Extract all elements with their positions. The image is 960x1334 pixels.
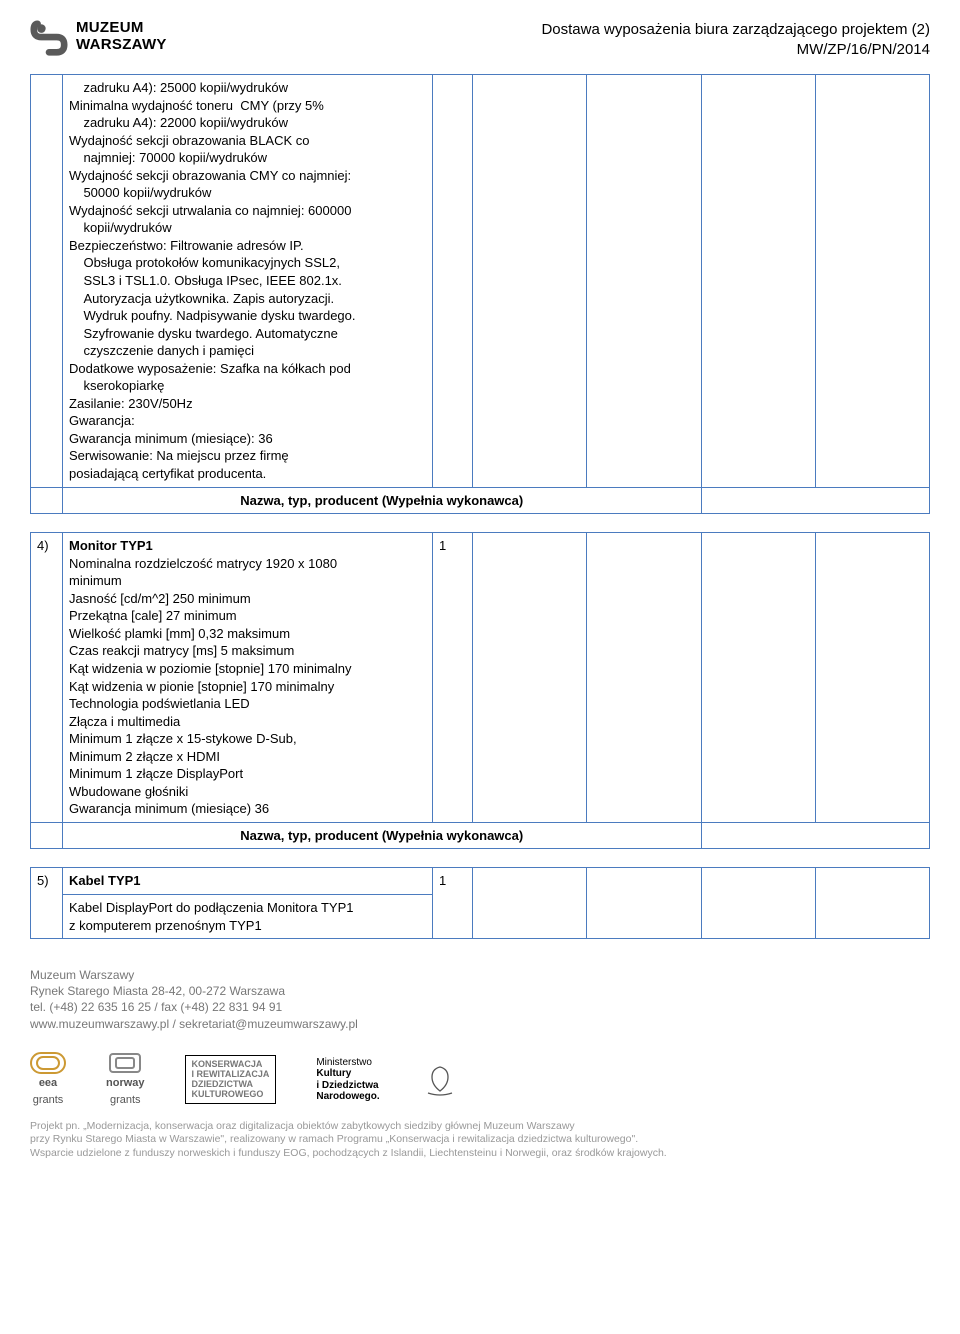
table-row: 5) Kabel TYP1 1 bbox=[31, 868, 930, 895]
min-l3: i Dziedzictwa bbox=[316, 1080, 379, 1092]
spacer bbox=[30, 849, 930, 867]
spec-table-3: zadruku A4): 25000 kopii/wydruków Minima… bbox=[30, 74, 930, 514]
row-desc-cell: Kabel DisplayPort do podłączenia Monitor… bbox=[63, 894, 433, 938]
table-row: zadruku A4): 25000 kopii/wydruków Minima… bbox=[31, 75, 930, 488]
row-title-cell: Kabel TYP1 bbox=[63, 868, 433, 895]
row-num-cell: 5) bbox=[31, 868, 63, 939]
blank-cell bbox=[587, 868, 701, 939]
logo-line2: WARSZAWY bbox=[76, 37, 167, 54]
blank-cell bbox=[473, 75, 587, 488]
blank-cell bbox=[587, 533, 701, 823]
row-desc-cell: Monitor TYP1 Nominalna rozdzielczość mat… bbox=[63, 533, 433, 823]
blank-cell bbox=[815, 75, 929, 488]
logo-text: MUZEUM WARSZAWY bbox=[76, 20, 167, 53]
footer-smallprint: Projekt pn. „Modernizacja, konserwacja o… bbox=[30, 1120, 930, 1161]
logo-line1: MUZEUM bbox=[76, 20, 167, 37]
spec-table-5: 5) Kabel TYP1 1 Kabel DisplayPort do pod… bbox=[30, 867, 930, 939]
eea-text1: eea bbox=[39, 1076, 57, 1091]
producer-row: Nazwa, typ, producent (Wypełnia wykonawc… bbox=[31, 487, 930, 514]
blank-cell bbox=[473, 533, 587, 823]
spec-table-4: 4) Monitor TYP1 Nominalna rozdzielczość … bbox=[30, 532, 930, 849]
blank-cell bbox=[815, 868, 929, 939]
mermaid-icon bbox=[420, 1063, 460, 1097]
row-desc: Nominalna rozdzielczość matrycy 1920 x 1… bbox=[69, 556, 352, 817]
blank-cell bbox=[815, 533, 929, 823]
norway-grants-logo: norway grants bbox=[106, 1052, 145, 1108]
logo-block: MUZEUM WARSZAWY bbox=[30, 20, 167, 58]
norway-text1: norway bbox=[106, 1076, 145, 1091]
doc-title: Dostawa wyposażenia biura zarządzającego… bbox=[541, 20, 930, 59]
row-desc-cell: zadruku A4): 25000 kopii/wydruków Minima… bbox=[63, 75, 433, 488]
row-title: Monitor TYP1 bbox=[69, 538, 153, 553]
producer-input[interactable] bbox=[701, 487, 930, 514]
blank-cell bbox=[473, 868, 587, 939]
min-l4: Narodowego. bbox=[316, 1091, 379, 1102]
producer-label: Nazwa, typ, producent (Wypełnia wykonawc… bbox=[63, 487, 702, 514]
row-title: Kabel TYP1 bbox=[69, 873, 141, 888]
konserwacja-logo: KONSERWACJA I REWITALIZACJA DZIEDZICTWA … bbox=[185, 1055, 277, 1105]
blank-cell bbox=[701, 868, 815, 939]
producer-input[interactable] bbox=[701, 822, 930, 849]
doc-title-line1: Dostawa wyposażenia biura zarządzającego… bbox=[541, 20, 930, 40]
page-footer: Muzeum Warszawy Rynek Starego Miasta 28-… bbox=[30, 967, 930, 1160]
footer-tel: tel. (+48) 22 635 16 25 / fax (+48) 22 8… bbox=[30, 999, 930, 1015]
kons-l4: KULTUROWEGO bbox=[192, 1090, 270, 1100]
footer-logos-row: eea grants norway grants KONSERWACJA I R… bbox=[30, 1052, 930, 1108]
producer-label: Nazwa, typ, producent (Wypełnia wykonawc… bbox=[63, 822, 702, 849]
row-qty-cell: 1 bbox=[433, 868, 473, 939]
doc-title-line2: MW/ZP/16/PN/2014 bbox=[541, 40, 930, 60]
blank-cell bbox=[701, 75, 815, 488]
museum-logo-icon bbox=[30, 20, 68, 58]
footer-web: www.muzeumwarszawy.pl / sekretariat@muze… bbox=[30, 1016, 930, 1032]
producer-row: Nazwa, typ, producent (Wypełnia wykonawc… bbox=[31, 822, 930, 849]
zakochaj-logo bbox=[420, 1063, 460, 1097]
min-l1: Ministerstwo bbox=[316, 1057, 379, 1069]
page-header: MUZEUM WARSZAWY Dostawa wyposażenia biur… bbox=[30, 20, 930, 59]
row-num-cell: 4) bbox=[31, 533, 63, 823]
row-num-cell bbox=[31, 75, 63, 488]
blank-cell bbox=[701, 533, 815, 823]
eea-text2: grants bbox=[33, 1093, 64, 1108]
min-l2: Kultury bbox=[316, 1068, 379, 1080]
blank-cell bbox=[31, 487, 63, 514]
footer-org: Muzeum Warszawy bbox=[30, 967, 930, 983]
eea-grants-logo: eea grants bbox=[30, 1052, 66, 1108]
footer-addr: Rynek Starego Miasta 28-42, 00-272 Warsz… bbox=[30, 983, 930, 999]
row-qty-cell bbox=[433, 75, 473, 488]
blank-cell bbox=[587, 75, 701, 488]
row-qty-cell: 1 bbox=[433, 533, 473, 823]
spacer bbox=[30, 514, 930, 532]
row-desc: Kabel DisplayPort do podłączenia Monitor… bbox=[69, 900, 353, 933]
blank-cell bbox=[31, 822, 63, 849]
norway-icon bbox=[107, 1052, 143, 1074]
norway-text2: grants bbox=[110, 1093, 141, 1108]
eea-icon bbox=[30, 1052, 66, 1074]
table-row: 4) Monitor TYP1 Nominalna rozdzielczość … bbox=[31, 533, 930, 823]
ministerstwo-logo: Ministerstwo Kultury i Dziedzictwa Narod… bbox=[316, 1057, 379, 1103]
row-desc: zadruku A4): 25000 kopii/wydruków Minima… bbox=[69, 79, 426, 483]
